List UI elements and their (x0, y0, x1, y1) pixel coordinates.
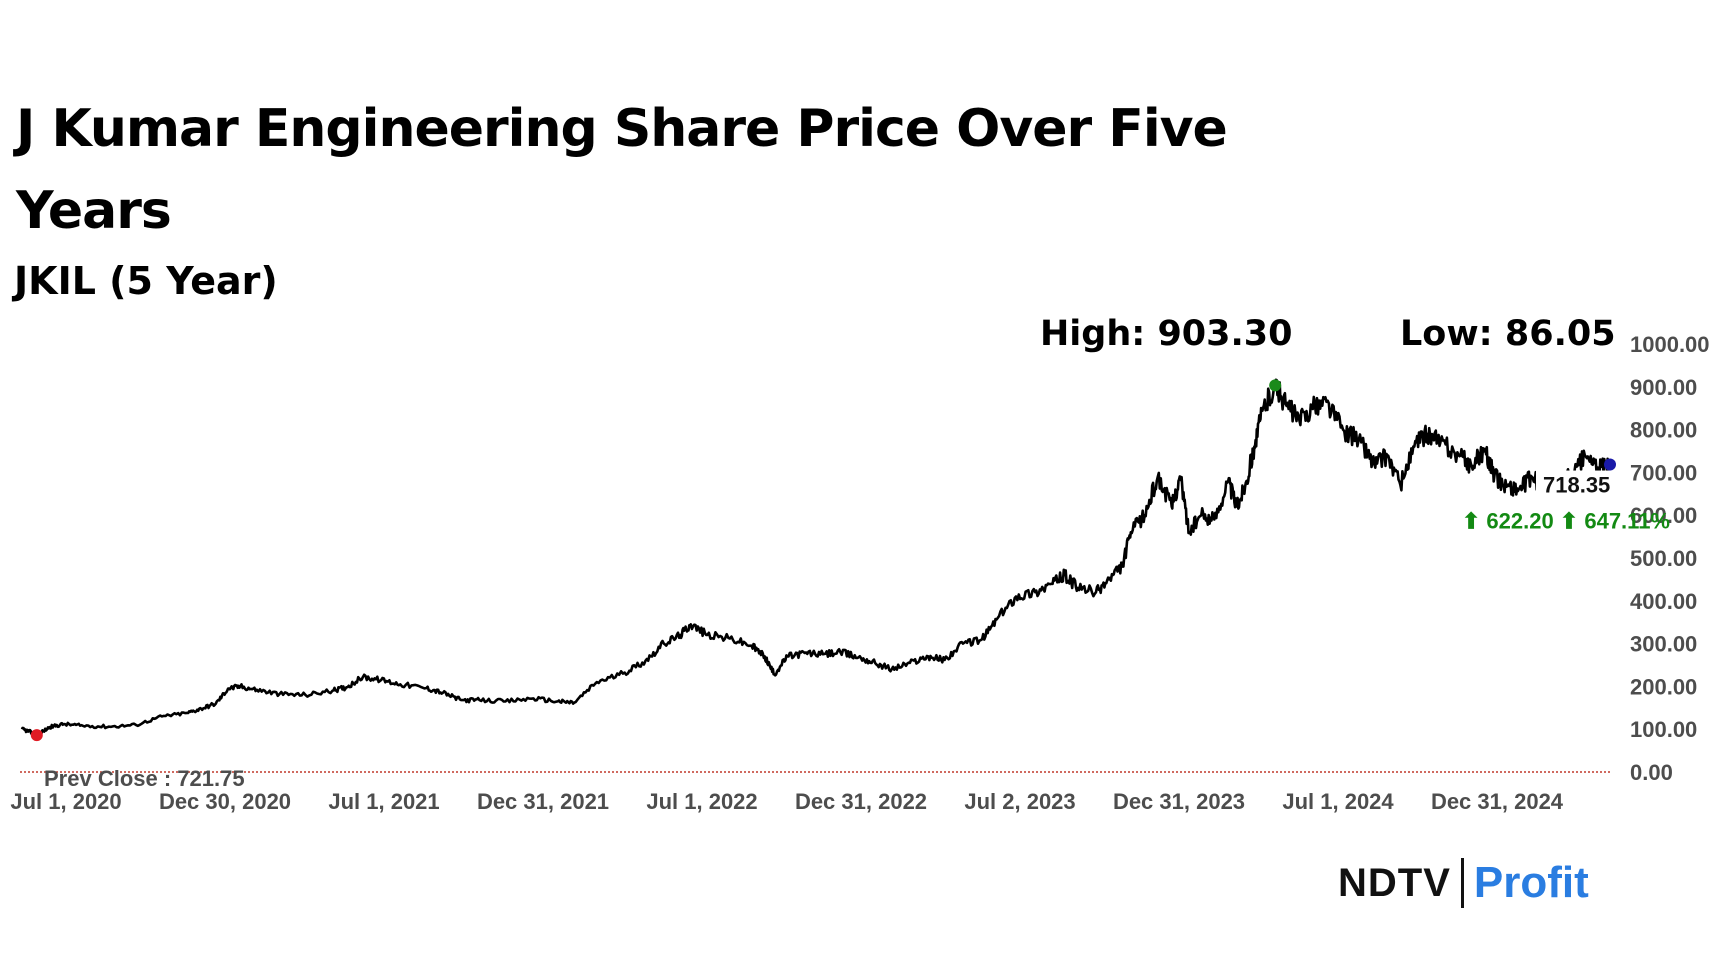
x-tick-label: Dec 30, 2020 (159, 789, 291, 814)
x-tick-label: Dec 31, 2022 (795, 789, 927, 814)
x-tick-label: Jul 2, 2023 (964, 789, 1075, 814)
x-tick-label: Dec 31, 2021 (477, 789, 609, 814)
last-price-label: 718.35 (1543, 473, 1610, 498)
x-tick-label: Jul 1, 2024 (1282, 789, 1394, 814)
logo-product: Profit (1473, 858, 1589, 907)
price-change-label: ⬆ 622.20 ⬆ 647.11% (1462, 509, 1670, 534)
y-tick-label: 0.00 (1630, 760, 1673, 785)
x-axis: Jul 1, 2020 Dec 30, 2020 Jul 1, 2021 Dec 31… (10, 789, 1563, 814)
ndtv-profit-logo: NDTV Profit (1338, 855, 1589, 911)
y-tick-label: 900.00 (1630, 375, 1697, 400)
x-tick-label: Dec 31, 2024 (1431, 789, 1564, 814)
y-tick-label: 800.00 (1630, 418, 1697, 443)
chart-subtitle: JKIL (5 Year) (14, 259, 278, 303)
y-tick-label: 400.00 (1630, 589, 1697, 614)
y-tick-label: 600.00 (1630, 503, 1697, 528)
low-marker (30, 729, 43, 742)
x-tick-label: Dec 31, 2023 (1113, 789, 1245, 814)
logo-brand: NDTV (1338, 860, 1451, 905)
high-value-label: High: 903.30 (1040, 314, 1293, 354)
low-value-label: Low: 86.05 (1400, 314, 1616, 354)
x-tick-label: Jul 1, 2022 (646, 789, 757, 814)
chart-title: J Kumar Engineering Share Price Over Fiv… (16, 99, 1228, 241)
logo-divider (1460, 858, 1464, 908)
y-axis: 0.00 100.00 200.00 300.00 400.00 500.00 600.00… (1630, 332, 1710, 785)
y-tick-label: 100.00 (1630, 717, 1697, 742)
prev-close-label: Prev Close : 721.75 (44, 766, 245, 791)
price-series-line (20, 378, 1612, 738)
high-marker (1269, 379, 1282, 392)
y-tick-label: 1000.00 (1630, 332, 1710, 357)
y-tick-label: 500.00 (1630, 546, 1697, 571)
y-tick-label: 700.00 (1630, 460, 1697, 485)
y-tick-label: 300.00 (1630, 632, 1697, 657)
last-price-marker (1604, 458, 1616, 471)
prev-close-group: Prev Close : 721.75 (20, 766, 1610, 791)
last-price-box (1536, 470, 1614, 499)
y-tick-label: 200.00 (1630, 674, 1697, 699)
x-tick-label: Jul 1, 2020 (10, 789, 121, 814)
x-tick-label: Jul 1, 2021 (328, 789, 439, 814)
